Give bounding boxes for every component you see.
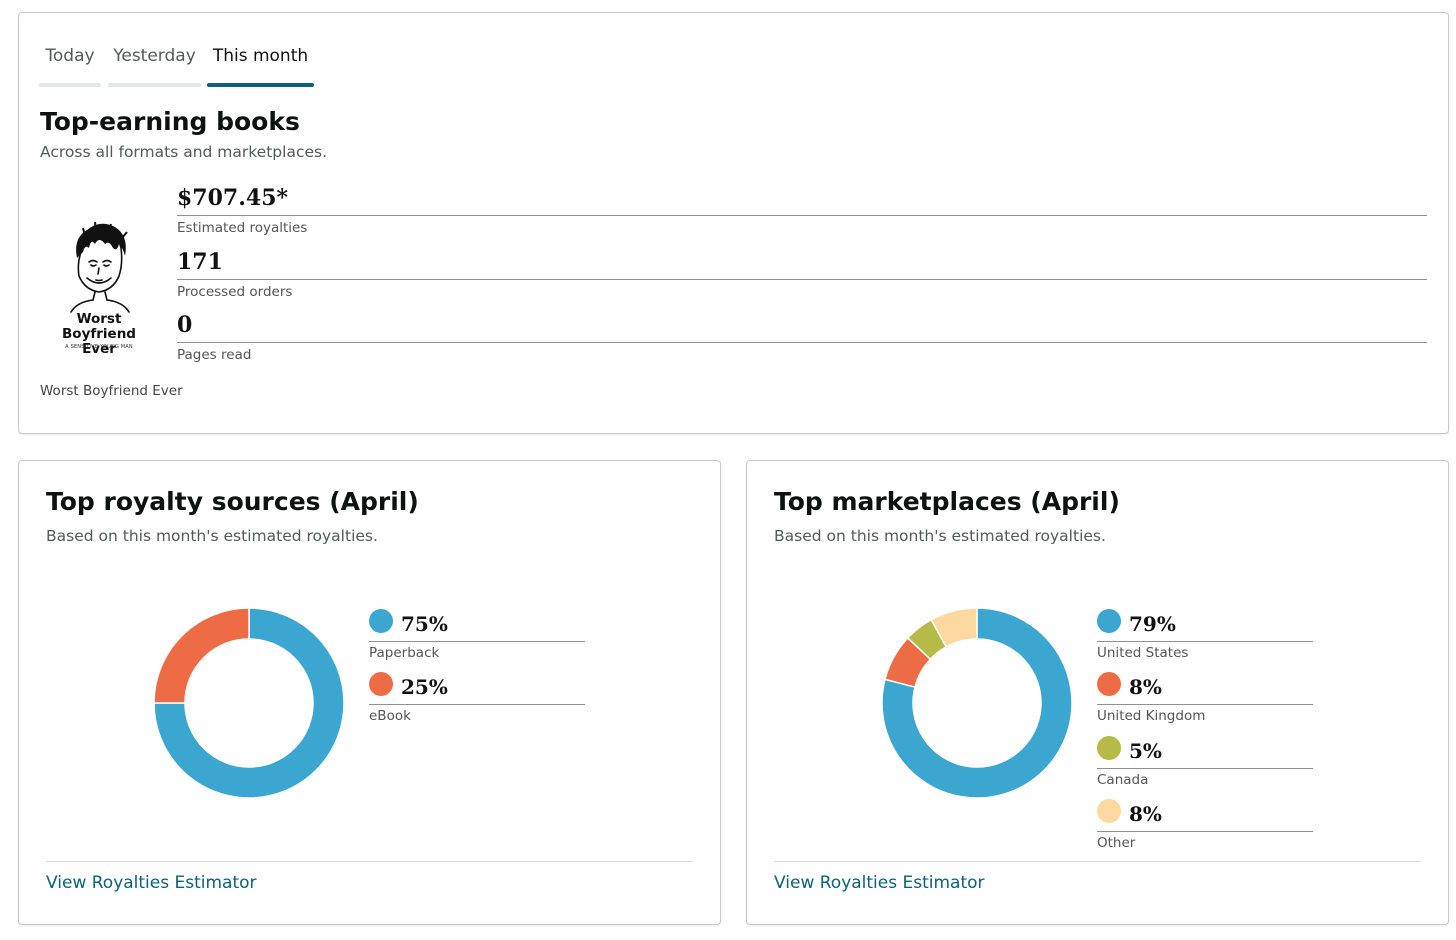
legend-percent: 5% <box>1129 739 1162 763</box>
metric-label: Processed orders <box>177 284 293 300</box>
metric-processed-orders: 171 Processed orders <box>177 249 1427 309</box>
legend-label: eBook <box>369 708 411 724</box>
marketplaces-donut-chart <box>881 607 1073 799</box>
legend-percent: 75% <box>401 612 448 636</box>
metric-value: $707.45* <box>177 185 289 211</box>
royalty-sources-donut-chart <box>153 607 345 799</box>
legend-item-united-kingdom: 8% United Kingdom <box>1097 672 1313 728</box>
legend-divider <box>1097 831 1313 832</box>
legend-item-ebook: 25% eBook <box>369 672 585 728</box>
book-cover-subtitle: A SENSITIVE YOUNG MAN <box>65 344 133 350</box>
metric-divider <box>177 342 1427 343</box>
legend-percent: 8% <box>1129 802 1162 826</box>
legend-swatch <box>369 672 393 696</box>
book-cover[interactable]: Worst Boyfriend Ever A SENSITIVE YOUNG M… <box>47 218 151 358</box>
marketplaces-card: Top marketplaces (April) Based on this m… <box>746 460 1449 925</box>
royalty-sources-title: Top royalty sources (April) <box>46 487 419 516</box>
tab-today-indicator <box>39 83 101 87</box>
legend-label: United Kingdom <box>1097 708 1206 724</box>
book-cover-illustration <box>70 221 130 313</box>
tab-yesterday-indicator <box>108 83 201 87</box>
legend-divider <box>369 641 585 642</box>
legend-percent: 8% <box>1129 675 1162 699</box>
card-divider <box>46 861 693 862</box>
royalty-sources-card: Top royalty sources (April) Based on thi… <box>18 460 721 925</box>
legend-label: United States <box>1097 645 1189 661</box>
tab-this-month-label: This month <box>212 46 309 66</box>
donut-slice-united-states[interactable] <box>881 607 1073 799</box>
tab-today-label: Today <box>45 46 95 66</box>
tab-this-month[interactable]: This month <box>207 45 314 87</box>
metric-label: Estimated royalties <box>177 220 308 236</box>
tab-today[interactable]: Today <box>39 45 101 87</box>
marketplaces-subtitle: Based on this month's estimated royaltie… <box>774 527 1106 545</box>
metric-value: 171 <box>177 249 223 275</box>
metric-estimated-royalties: $707.45* Estimated royalties <box>177 185 1427 245</box>
tab-yesterday-label: Yesterday <box>113 46 196 66</box>
legend-percent: 79% <box>1129 612 1176 636</box>
metric-divider <box>177 279 1427 280</box>
top-earning-card: Today Yesterday This month Top-earning b… <box>18 12 1449 434</box>
book-cover-title: Worst Boyfriend Ever <box>62 311 136 357</box>
donut-slice-other[interactable] <box>930 607 978 648</box>
legend-label: Other <box>1097 835 1136 851</box>
legend-swatch <box>1097 672 1121 696</box>
metric-pages-read: 0 Pages read <box>177 312 1427 372</box>
legend-label: Paperback <box>369 645 440 661</box>
legend-divider <box>1097 641 1313 642</box>
legend-label: Canada <box>1097 772 1149 788</box>
metric-label: Pages read <box>177 347 252 363</box>
donut-slice-ebook[interactable] <box>153 607 250 704</box>
tab-yesterday[interactable]: Yesterday <box>108 45 201 87</box>
legend-swatch <box>369 609 393 633</box>
card-divider <box>774 861 1421 862</box>
marketplaces-title: Top marketplaces (April) <box>774 487 1120 516</box>
top-earning-subtitle: Across all formats and marketplaces. <box>40 143 327 161</box>
tab-this-month-indicator <box>207 83 314 87</box>
legend-swatch <box>1097 609 1121 633</box>
view-royalties-estimator-link[interactable]: View Royalties Estimator <box>46 873 257 893</box>
donut-slice-paperback[interactable] <box>153 607 345 799</box>
legend-divider <box>1097 704 1313 705</box>
legend-item-other: 8% Other <box>1097 799 1313 855</box>
legend-item-canada: 5% Canada <box>1097 736 1313 792</box>
view-royalties-estimator-link[interactable]: View Royalties Estimator <box>774 873 985 893</box>
book-title[interactable]: Worst Boyfriend Ever <box>40 383 183 399</box>
legend-swatch <box>1097 736 1121 760</box>
metric-value: 0 <box>177 312 193 338</box>
royalty-sources-subtitle: Based on this month's estimated royaltie… <box>46 527 378 545</box>
legend-percent: 25% <box>401 675 448 699</box>
legend-swatch <box>1097 799 1121 823</box>
metric-divider <box>177 215 1427 216</box>
legend-item-paperback: 75% Paperback <box>369 609 585 665</box>
legend-item-united-states: 79% United States <box>1097 609 1313 665</box>
legend-divider <box>369 704 585 705</box>
legend-divider <box>1097 768 1313 769</box>
top-earning-title: Top-earning books <box>40 107 300 136</box>
